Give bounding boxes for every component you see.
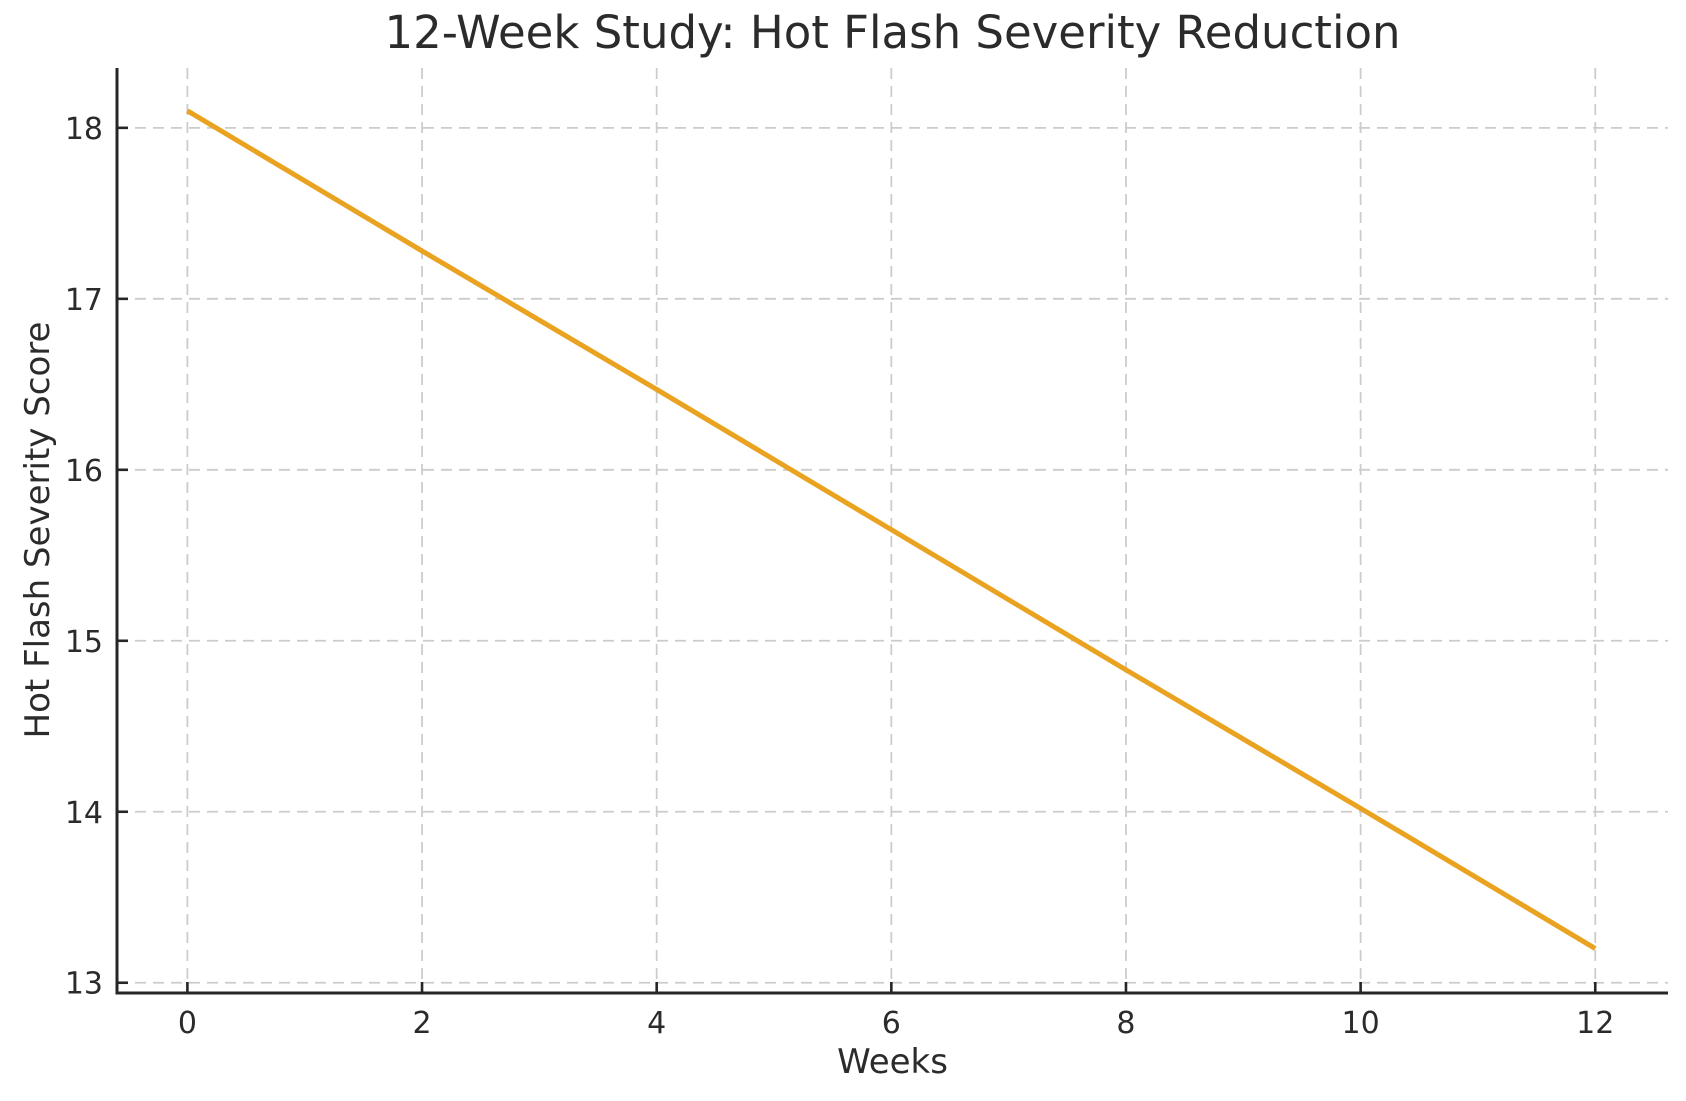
y-axis-label: Hot Flash Severity Score bbox=[18, 321, 58, 739]
x-tick-label: 12 bbox=[1576, 1006, 1614, 1041]
x-tick-label: 2 bbox=[412, 1006, 431, 1041]
x-tick-label: 4 bbox=[647, 1006, 666, 1041]
x-tick-label: 8 bbox=[1116, 1006, 1135, 1041]
x-tick-label: 10 bbox=[1342, 1006, 1380, 1041]
x-axis-label: Weeks bbox=[837, 1042, 948, 1082]
x-tick-label: 0 bbox=[178, 1006, 197, 1041]
y-tick-label: 14 bbox=[65, 796, 103, 831]
data-line bbox=[186, 108, 1597, 951]
y-tick-label: 16 bbox=[65, 454, 103, 489]
y-tick-label: 17 bbox=[65, 283, 103, 318]
y-tick-label: 15 bbox=[65, 625, 103, 660]
chart-title: 12-Week Study: Hot Flash Severity Reduct… bbox=[384, 6, 1401, 59]
y-tick-label: 13 bbox=[65, 967, 103, 1002]
y-tick-label: 18 bbox=[65, 112, 103, 147]
x-tick-label: 6 bbox=[882, 1006, 901, 1041]
